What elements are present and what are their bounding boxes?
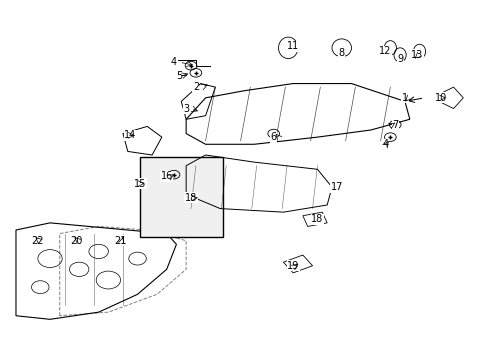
Text: 21: 21 bbox=[114, 236, 126, 246]
Text: 22: 22 bbox=[32, 236, 44, 246]
Text: 10: 10 bbox=[434, 93, 447, 103]
Text: 18: 18 bbox=[184, 193, 197, 203]
Text: 1: 1 bbox=[401, 93, 407, 103]
Text: 4: 4 bbox=[171, 57, 177, 67]
Text: 17: 17 bbox=[330, 182, 343, 192]
Text: 15: 15 bbox=[134, 179, 146, 189]
Bar bbox=[140, 157, 222, 237]
Text: 7: 7 bbox=[391, 120, 398, 130]
Text: 16: 16 bbox=[160, 171, 172, 181]
Text: 3: 3 bbox=[183, 104, 189, 113]
Text: 18: 18 bbox=[311, 214, 323, 224]
Text: 14: 14 bbox=[124, 130, 136, 140]
Text: 11: 11 bbox=[286, 41, 299, 51]
Text: 13: 13 bbox=[410, 50, 423, 60]
Text: 12: 12 bbox=[379, 46, 391, 57]
Text: 20: 20 bbox=[70, 236, 83, 246]
Text: 4: 4 bbox=[382, 139, 388, 149]
Text: 2: 2 bbox=[192, 82, 199, 92]
Text: 9: 9 bbox=[396, 54, 402, 64]
Text: 5: 5 bbox=[175, 71, 182, 81]
Text: 6: 6 bbox=[270, 132, 276, 142]
Text: 19: 19 bbox=[286, 261, 299, 271]
Text: 8: 8 bbox=[338, 48, 344, 58]
